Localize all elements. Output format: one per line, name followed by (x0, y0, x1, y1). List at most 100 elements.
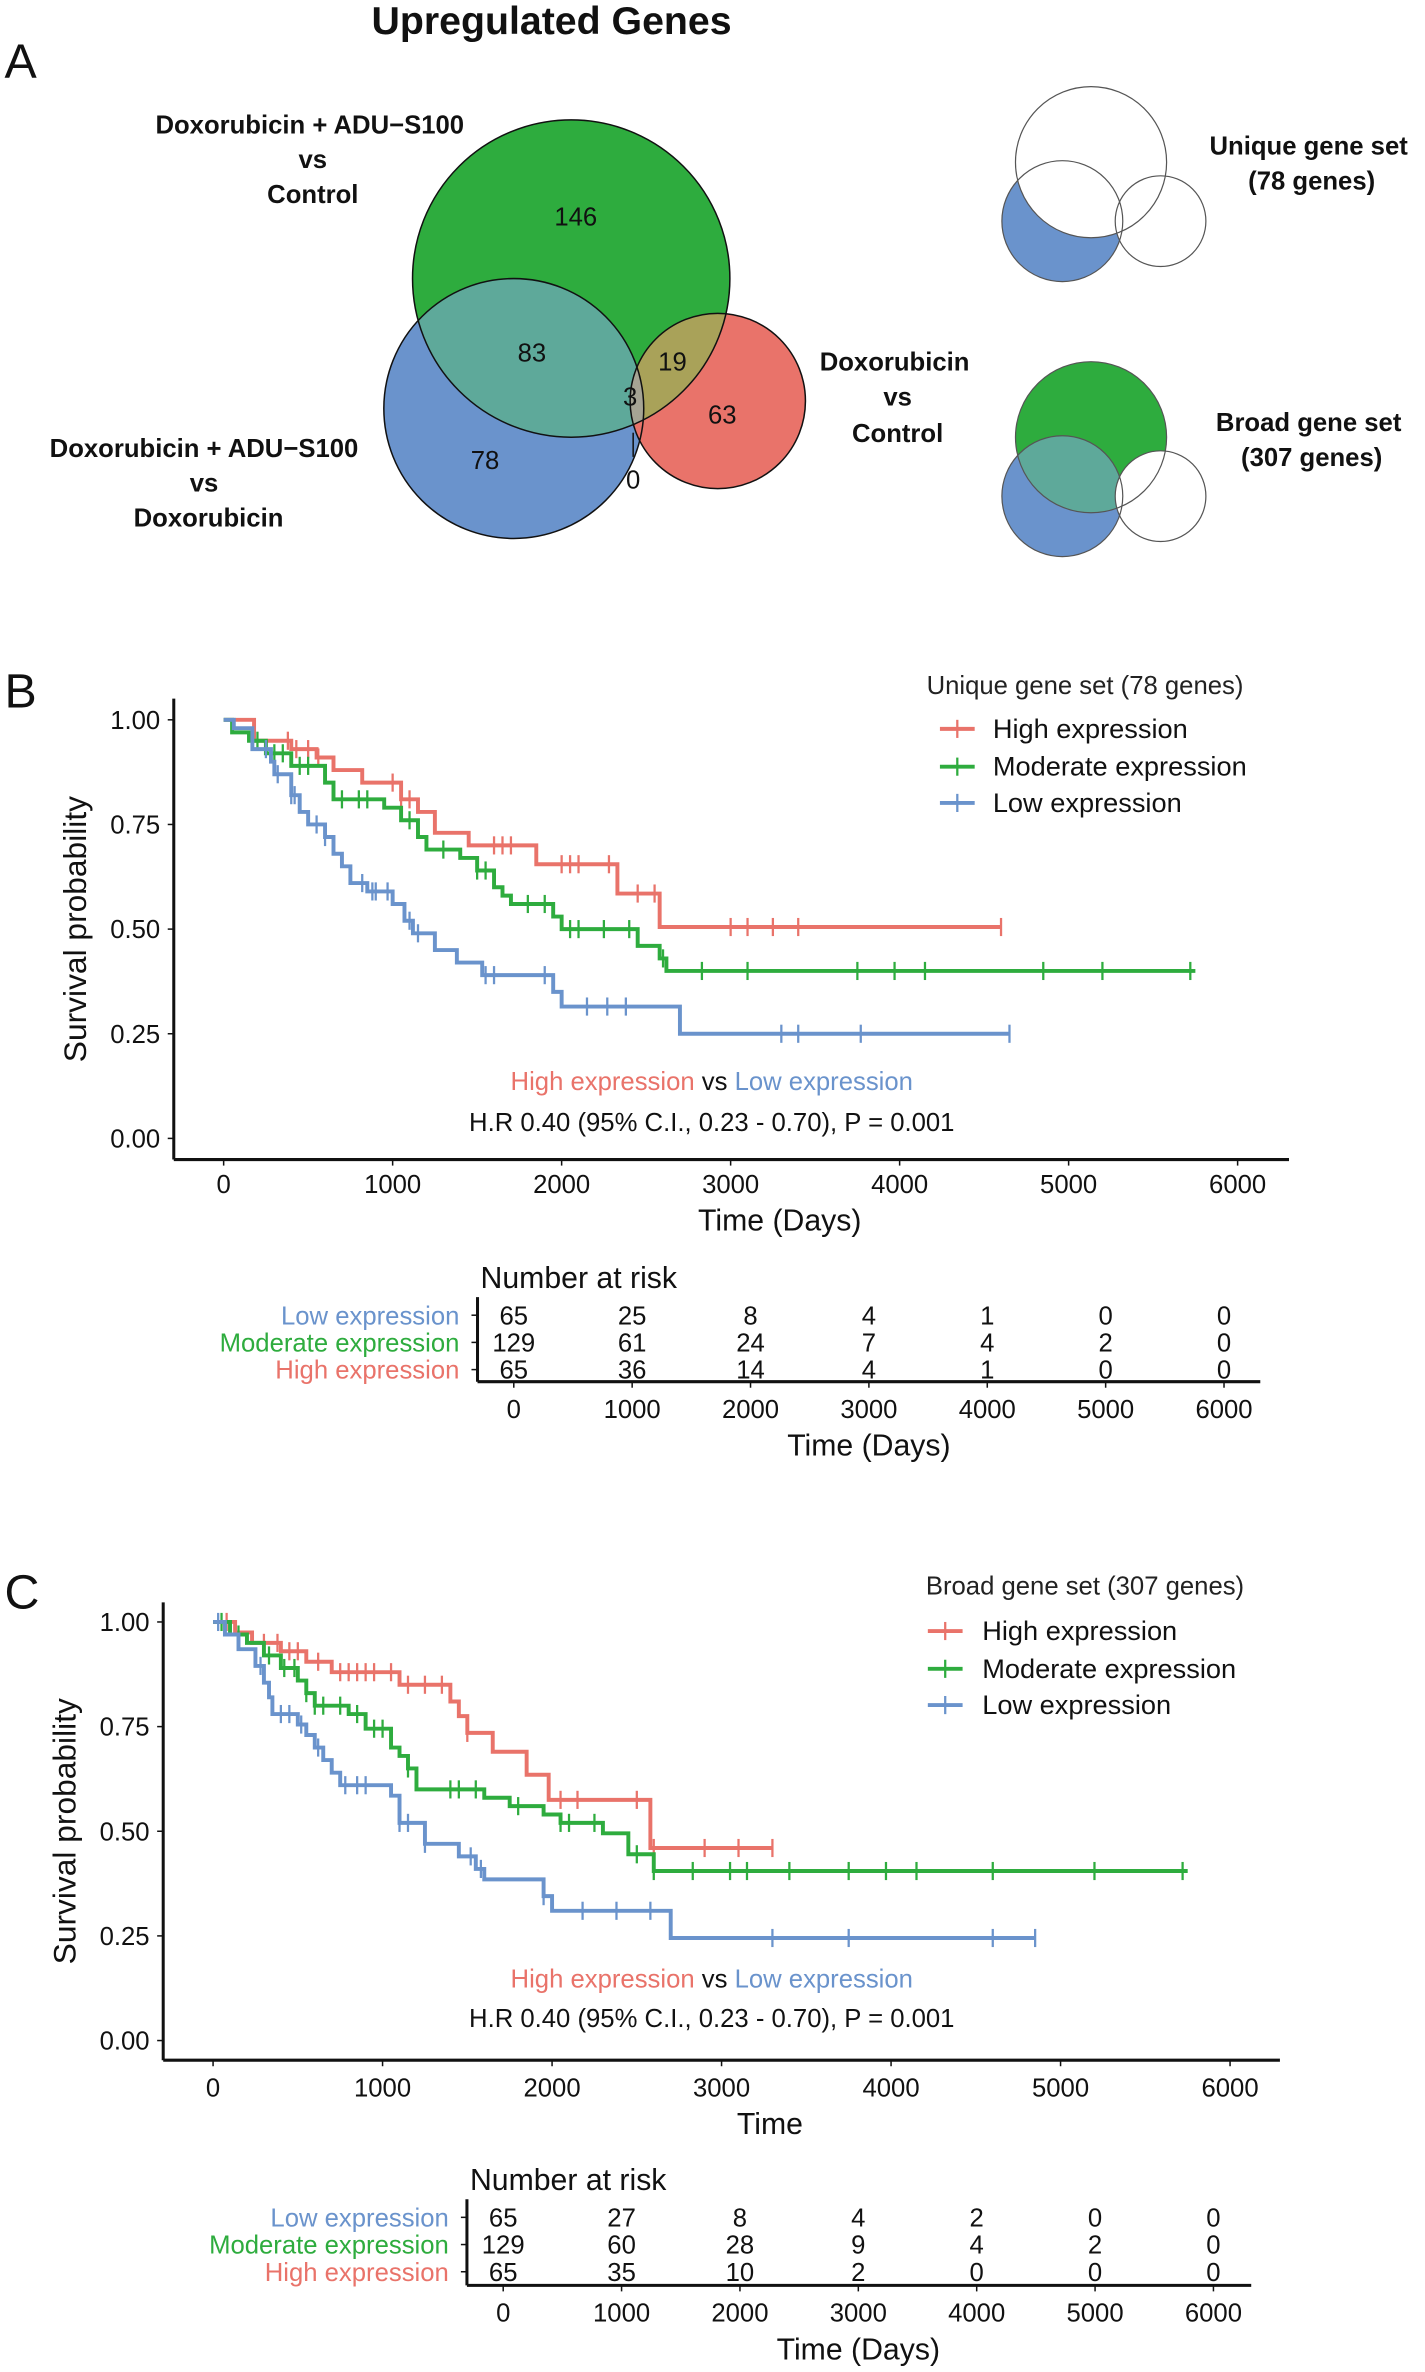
risk-value: 0 (1099, 1302, 1113, 1330)
risk-value: 4 (970, 2232, 984, 2260)
risk-value: 65 (500, 1302, 529, 1330)
risk-x-tick-label: 6000 (1195, 1396, 1252, 1424)
risk-value: 35 (607, 2259, 636, 2287)
risk-x-axis-title: Time (Days) (787, 1430, 950, 1463)
risk-value: 0 (1088, 2259, 1102, 2287)
risk-x-tick-label: 6000 (1185, 2300, 1242, 2328)
risk-value: 4 (862, 1302, 876, 1330)
x-axis-title: Time (Days) (698, 1205, 861, 1238)
y-tick-label: 0.00 (100, 2028, 150, 2056)
legend-label: Low expression (993, 787, 1182, 818)
x-tick-label: 2000 (533, 1171, 590, 1199)
km-curve-low-expression (213, 1619, 1036, 1940)
svg-text:Doxorubicin: Doxorubicin (820, 349, 970, 377)
risk-value: 0 (1217, 1302, 1231, 1330)
set-label-red: Doxorubicin vs Control (820, 349, 970, 448)
x-tick-label: 2000 (524, 2074, 581, 2102)
risk-x-tick-label: 4000 (959, 1396, 1016, 1424)
count-blue-only: 78 (471, 447, 500, 475)
legend-item: Low expression (927, 1689, 1171, 1720)
venn-title: Upregulated Genes (372, 0, 732, 43)
risk-x-tick-label: 0 (507, 1396, 521, 1424)
risk-row-label: Moderate expression (209, 2232, 449, 2260)
y-tick-label: 0.25 (110, 1021, 160, 1049)
x-tick-label: 5000 (1032, 2074, 1089, 2102)
risk-value: 60 (607, 2232, 636, 2260)
count-blue-red: 0 (626, 467, 640, 495)
risk-value: 129 (482, 2232, 525, 2260)
risk-value: 61 (618, 1329, 647, 1357)
risk-value: 14 (736, 1357, 765, 1385)
svg-text:Unique gene set: Unique gene set (1210, 133, 1409, 161)
risk-value: 0 (970, 2259, 984, 2287)
legend-item: Moderate expression (939, 751, 1247, 782)
legend-item: High expression (927, 1615, 1177, 1646)
annotation-low: Low expression (735, 1068, 913, 1096)
y-axis-title: Survival probability (47, 1698, 83, 1964)
x-tick-label: 0 (217, 1171, 231, 1199)
risk-value: 0 (1206, 2259, 1220, 2287)
risk-x-axis-title: Time (Days) (777, 2333, 940, 2366)
panel-letter-a: A (5, 35, 38, 89)
unique-gene-set-venn (1001, 86, 1207, 283)
legend-title: Unique gene set (78 genes) (927, 672, 1244, 700)
risk-value: 1 (980, 1302, 994, 1330)
main-venn: 146 83 19 3 63 78 0 (383, 119, 807, 540)
risk-value: 0 (1088, 2204, 1102, 2232)
risk-value: 0 (1206, 2232, 1220, 2260)
set-label-blue: Doxorubicin + ADU−S100 vs Doxorubicin (50, 435, 359, 533)
panel-a: A Upregulated Genes 146 83 19 3 63 78 0 … (5, 0, 1409, 558)
x-tick-label: 0 (206, 2074, 220, 2102)
svg-text:Control: Control (267, 181, 358, 209)
legend-item: High expression (939, 713, 1188, 744)
risk-value: 129 (492, 1329, 535, 1357)
risk-x-tick-label: 5000 (1077, 1396, 1134, 1424)
risk-x-tick-label: 0 (496, 2300, 510, 2328)
risk-value: 65 (489, 2259, 518, 2287)
risk-row-label: Moderate expression (220, 1329, 460, 1357)
legend-label: Low expression (982, 1689, 1171, 1720)
svg-text:Control: Control (852, 420, 943, 448)
annotation-vs: vs (695, 1068, 735, 1096)
km-curve-high-expression (213, 1619, 773, 1850)
svg-text:Doxorubicin + ADU−S100: Doxorubicin + ADU−S100 (155, 111, 464, 139)
risk-x-tick-label: 1000 (604, 1396, 661, 1424)
km-curve-moderate-expression (213, 1619, 1188, 1873)
y-tick-label: 0.75 (110, 812, 160, 840)
y-tick-label: 0.50 (110, 916, 160, 944)
y-tick-label: 0.75 (100, 1714, 150, 1742)
risk-value: 0 (1099, 1357, 1113, 1385)
y-tick-label: 0.50 (100, 1818, 150, 1846)
risk-value: 1 (980, 1357, 994, 1385)
hazard-ratio-text: H.R 0.40 (95% C.I., 0.23 - 0.70), P = 0.… (469, 1109, 954, 1137)
x-tick-label: 3000 (693, 2074, 750, 2102)
x-tick-label: 5000 (1040, 1171, 1097, 1199)
legend-label: High expression (993, 713, 1188, 744)
risk-value: 36 (618, 1357, 647, 1385)
set-label-green: Doxorubicin + ADU−S100 vs Control (155, 111, 464, 209)
risk-value: 2 (1088, 2232, 1102, 2260)
legend-item: Moderate expression (927, 1653, 1236, 1684)
legend-item: Low expression (939, 787, 1182, 818)
risk-value: 8 (733, 2204, 747, 2232)
y-tick-label: 1.00 (110, 707, 160, 735)
risk-value: 2 (1099, 1329, 1113, 1357)
annotation-high: High expression (511, 1966, 695, 1994)
risk-row-label: High expression (265, 2259, 449, 2287)
x-axis-title: Time (737, 2108, 803, 2141)
y-tick-label: 0.25 (100, 1923, 150, 1951)
risk-value: 65 (489, 2204, 518, 2232)
venn-overlap-green-blue (412, 278, 644, 438)
risk-value: 2 (851, 2259, 865, 2287)
x-tick-label: 6000 (1202, 2074, 1259, 2102)
panel-letter: B (5, 665, 37, 719)
svg-text:Doxorubicin + ADU−S100: Doxorubicin + ADU−S100 (50, 435, 359, 463)
x-tick-label: 1000 (364, 1171, 421, 1199)
risk-x-tick-label: 2000 (711, 2300, 768, 2328)
risk-value: 9 (851, 2232, 865, 2260)
svg-text:vs: vs (883, 383, 912, 411)
annotation-low: Low expression (735, 1966, 913, 1994)
